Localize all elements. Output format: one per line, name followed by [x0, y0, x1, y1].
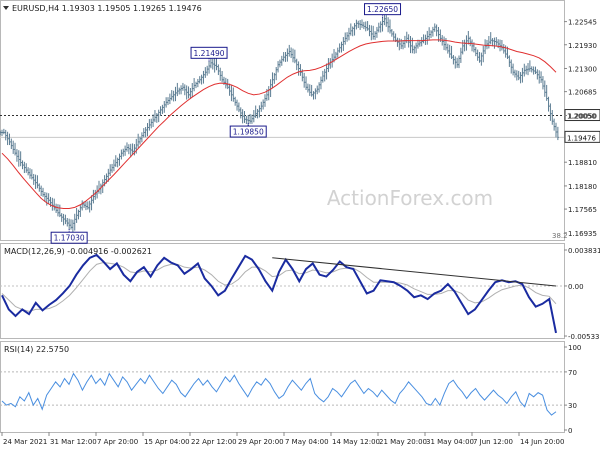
- rsi-y-tick-label: 30: [568, 402, 577, 410]
- x-tick-label: 7 Jun 12:00: [473, 438, 513, 446]
- x-tick-label: 21 May 20:00: [379, 438, 427, 446]
- macd-panel-frame: [0, 243, 565, 339]
- x-tick-label: 29 Apr 20:00: [238, 438, 284, 446]
- price-annotation-label: 1.22650: [367, 5, 398, 14]
- reference-price-label: 1.20050: [567, 113, 596, 121]
- price-y-tick-label: 1.18810: [568, 159, 597, 167]
- x-tick-label: 15 Apr 04:00: [144, 438, 190, 446]
- price-annotation-label: 1.19850: [233, 128, 264, 137]
- rsi-line: [1, 372, 557, 416]
- rsi-series: [0, 371, 564, 416]
- price-y-tick-label: 1.21930: [568, 42, 597, 50]
- price-y-tick-label: 1.20685: [568, 89, 597, 97]
- x-tick-label: 31 May 04:00: [426, 438, 474, 446]
- moving-average-line: [1, 39, 557, 210]
- x-tick-label: 24 Mar 2021: [3, 438, 47, 446]
- price-y-tick-label: 1.20050: [568, 113, 597, 121]
- price-y-tick-label: 1.18180: [568, 183, 597, 191]
- price-series: 1.20050 1.19476 1.17030 1.21490 1.19850 1.226…: [0, 3, 600, 244]
- price-annotation-label: 1.17030: [54, 234, 85, 243]
- price-annotation-label: 1.21490: [194, 49, 225, 58]
- macd-y-tick-label: -0.005332: [568, 333, 600, 341]
- price-y-tick-label: 1.16935: [568, 230, 597, 238]
- symbol-header: EURUSD,H4 1.19303 1.19505 1.19265 1.1947…: [3, 4, 202, 13]
- x-tick-label: 22 Apr 12:00: [191, 438, 237, 446]
- rsi-header: RSI(14) 22.5750: [4, 345, 69, 354]
- x-tick-label: 7 Apr 20:00: [97, 438, 138, 446]
- price-y-tick-label: 1.21300: [568, 65, 597, 73]
- macd-y-tick-label: 0.00: [568, 283, 584, 291]
- macd-header: MACD(12,26,9) -0.004916 -0.002621: [4, 247, 152, 256]
- rsi-y-tick-label: 70: [568, 369, 577, 377]
- axis-labels: 1.22545 1.21930 1.21300 1.20685 1.20050 1.188…: [1, 19, 600, 446]
- fib-corner-label: 38.2: [552, 232, 568, 240]
- macd-line: [1, 253, 557, 334]
- rsi-panel-frame: [0, 341, 565, 433]
- x-tick-label: 14 May 12:00: [332, 438, 380, 446]
- price-y-tick-label: 1.22545: [568, 19, 597, 27]
- triangle-down-icon: [3, 6, 9, 10]
- x-tick-label: 7 May 04:00: [285, 438, 329, 446]
- symbol-line: EURUSD,H4 1.19303 1.19505 1.19265 1.1947…: [12, 4, 202, 13]
- current-price-box: [564, 130, 600, 143]
- macd-signal-line: [1, 261, 557, 312]
- macd-series: [0, 253, 564, 334]
- watermark: ActionForex.com: [327, 186, 493, 210]
- x-tick-label: 14 Jun 20:00: [520, 438, 564, 446]
- price-y-tick-label: 1.17565: [568, 206, 597, 214]
- x-tick-label: 31 Mar 12:00: [50, 438, 97, 446]
- current-price-label: 1.19476: [567, 134, 596, 142]
- macd-trendline: [272, 257, 557, 287]
- macd-y-tick-label: 0.003831: [568, 247, 600, 255]
- rsi-y-tick-label: 100: [568, 344, 581, 352]
- rsi-y-tick-label: 0: [568, 427, 572, 435]
